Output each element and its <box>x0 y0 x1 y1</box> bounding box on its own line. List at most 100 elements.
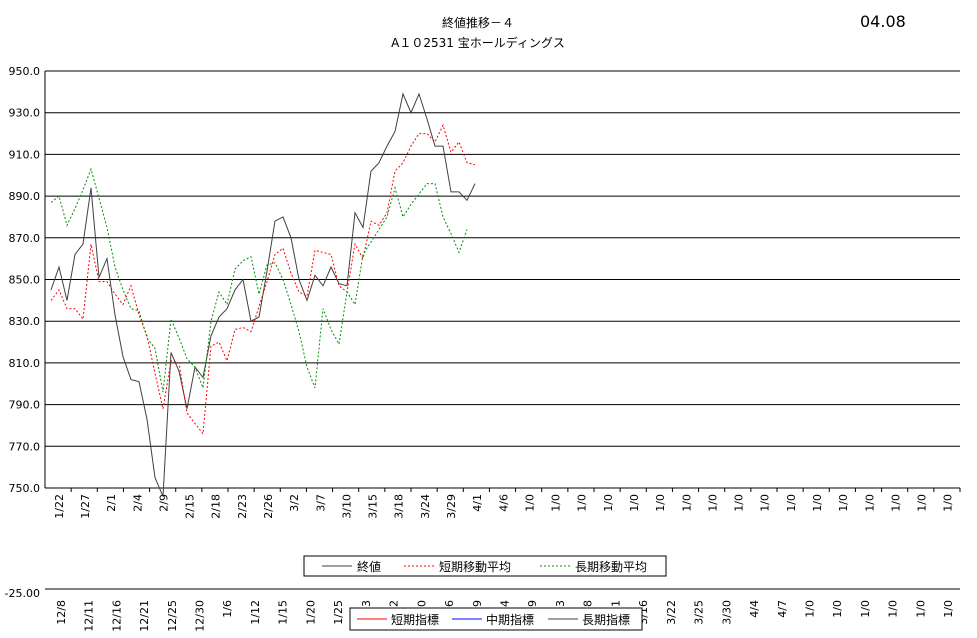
secondary-x-tick-label: 1/20 <box>304 600 317 625</box>
y-tick-label: 750.0 <box>9 482 41 495</box>
secondary-x-tick-label: 12/30 <box>193 600 206 632</box>
y-tick-label: 830.0 <box>9 315 41 328</box>
secondary-x-tick-label: 1/12 <box>249 600 262 625</box>
x-tick-label: 2/15 <box>184 494 197 519</box>
legend-label-short-ma: 短期移動平均 <box>439 560 511 574</box>
secondary-x-tick-label: 9 <box>526 600 539 607</box>
x-tick-label: 1/0 <box>576 494 589 512</box>
secondary-x-tick-label: 3/25 <box>693 600 706 625</box>
secondary-legend-box <box>349 607 643 631</box>
main-legend-box <box>303 555 667 577</box>
main-grid <box>44 70 960 489</box>
secondary-x-tick-label: 3/30 <box>720 600 733 625</box>
secondary-x-tick-label: 6 <box>443 600 456 607</box>
chart-title: 終値推移－４ <box>442 15 514 30</box>
x-tick-label: 1/0 <box>863 494 876 512</box>
secondary-x-tick-label: 9 <box>471 600 484 607</box>
x-tick-label: 3/29 <box>445 494 458 519</box>
secondary-x-tick-label: 1/25 <box>332 600 345 625</box>
secondary-x-tick-label: 4/4 <box>748 600 761 618</box>
x-tick-label: 1/0 <box>550 494 563 512</box>
x-tick-label: 2/18 <box>210 494 223 519</box>
secondary-x-tick-label: 8 <box>582 600 595 607</box>
chart-subtitle: A１０2531 宝ホールディングス <box>391 35 565 50</box>
legend-label-long-ma: 長期移動平均 <box>575 560 647 574</box>
secondary-x-tick-label: 12/21 <box>138 600 151 632</box>
secondary-x-ticks: 12/8 12/11 12/16 12/21 12/25 12/30 1/6 1/12 1/15… <box>55 600 955 632</box>
secondary-x-tick-label: 4 <box>498 600 511 607</box>
secondary-x-tick-label: 1/0 <box>831 600 844 618</box>
x-tick-label: 1/0 <box>916 494 929 512</box>
secondary-x-tick-label: 12/25 <box>166 600 179 632</box>
secondary-legend: 短期指標 中期指標 長期指標 <box>349 607 643 631</box>
secondary-x-tick-label: 1/0 <box>803 600 816 618</box>
x-tick-label: 4/6 <box>497 494 510 512</box>
main-y-ticks: 950.0 930.0 910.0 890.0 870.0 850.0 830.0 810.0… <box>9 65 41 495</box>
x-tick-label: 2/9 <box>157 494 170 512</box>
x-tick-label: 1/0 <box>837 494 850 512</box>
x-tick-label: 1/0 <box>654 494 667 512</box>
y-tick-label: 890.0 <box>9 190 41 203</box>
secondary-y-tick: -25.00 <box>5 587 40 600</box>
secondary-x-tick-label: 12/8 <box>55 600 68 625</box>
x-tick-label: 1/22 <box>53 494 66 519</box>
series-line-1 <box>50 123 476 436</box>
secondary-x-tick-label: 1/15 <box>277 600 290 625</box>
x-tick-label: 2/23 <box>236 494 249 519</box>
secondary-x-tick-label: 1 <box>609 600 622 607</box>
x-tick-label: 2/26 <box>262 494 275 519</box>
secondary-x-tick-label: 3/22 <box>665 600 678 625</box>
x-tick-label: 1/0 <box>785 494 798 512</box>
legend-label-close: 終値 <box>357 559 381 574</box>
x-tick-label: 1/0 <box>889 494 902 512</box>
main-legend: 終値 短期移動平均 長期移動平均 <box>303 555 667 577</box>
secondary-x-tick-label: 12/16 <box>110 600 123 632</box>
legend-label-long-index: 長期指標 <box>582 612 630 627</box>
main-x-ticks: 1/22 1/27 2/1 2/4 2/9 2/15 2/18 2/23 2/26 3/2 3/7 3… <box>53 488 961 519</box>
y-tick-label: 810.0 <box>9 357 41 370</box>
secondary-x-tick-label: 1/0 <box>887 600 900 618</box>
x-tick-label: 1/0 <box>628 494 641 512</box>
x-tick-label: 3/24 <box>419 494 432 519</box>
main-series <box>50 92 476 497</box>
series-line-2 <box>50 167 468 393</box>
secondary-x-tick-label: 1/0 <box>914 600 927 618</box>
secondary-x-tick-label: 2 <box>388 600 401 607</box>
x-tick-label: 2/4 <box>131 494 144 512</box>
legend-label-mid-index: 中期指標 <box>486 612 534 627</box>
y-tick-label: 850.0 <box>9 274 41 287</box>
x-tick-label: 1/0 <box>733 494 746 512</box>
x-tick-label: 1/0 <box>680 494 693 512</box>
secondary-x-tick-label: 1/0 <box>859 600 872 618</box>
x-tick-label: 1/0 <box>523 494 536 512</box>
x-tick-label: 1/0 <box>706 494 719 512</box>
x-tick-label: 4/1 <box>471 494 484 512</box>
chart-date: 04.08 <box>860 12 906 31</box>
y-tick-label: 930.0 <box>9 107 41 120</box>
x-tick-label: 1/27 <box>79 494 92 519</box>
y-tick-label: 910.0 <box>9 148 41 161</box>
secondary-x-tick-label: 4/7 <box>776 600 789 618</box>
secondary-x-tick-label: 1/0 <box>942 600 955 618</box>
y-tick-label: 790.0 <box>9 399 41 412</box>
x-tick-label: 3/10 <box>340 494 353 519</box>
secondary-x-tick-label: 3 <box>360 600 373 607</box>
x-tick-label: 1/0 <box>759 494 772 512</box>
secondary-x-tick-label: 0 <box>415 600 428 607</box>
x-tick-label: 1/0 <box>602 494 615 512</box>
x-tick-label: 1/0 <box>942 494 955 512</box>
legend-label-short-index: 短期指標 <box>391 612 439 627</box>
y-tick-label: 770.0 <box>9 440 41 453</box>
y-tick-label: 870.0 <box>9 232 41 245</box>
secondary-x-tick-label: 12/11 <box>83 600 96 632</box>
x-tick-label: 1/0 <box>811 494 824 512</box>
x-tick-label: 3/7 <box>314 494 327 512</box>
y-tick-label: 950.0 <box>9 65 41 78</box>
secondary-x-tick-label: 3 <box>554 600 567 607</box>
x-tick-label: 3/15 <box>367 494 380 519</box>
x-tick-label: 3/18 <box>393 494 406 519</box>
x-tick-label: 2/1 <box>105 494 118 512</box>
x-tick-label: 3/2 <box>288 494 301 512</box>
secondary-x-tick-label: 1/6 <box>221 600 234 618</box>
